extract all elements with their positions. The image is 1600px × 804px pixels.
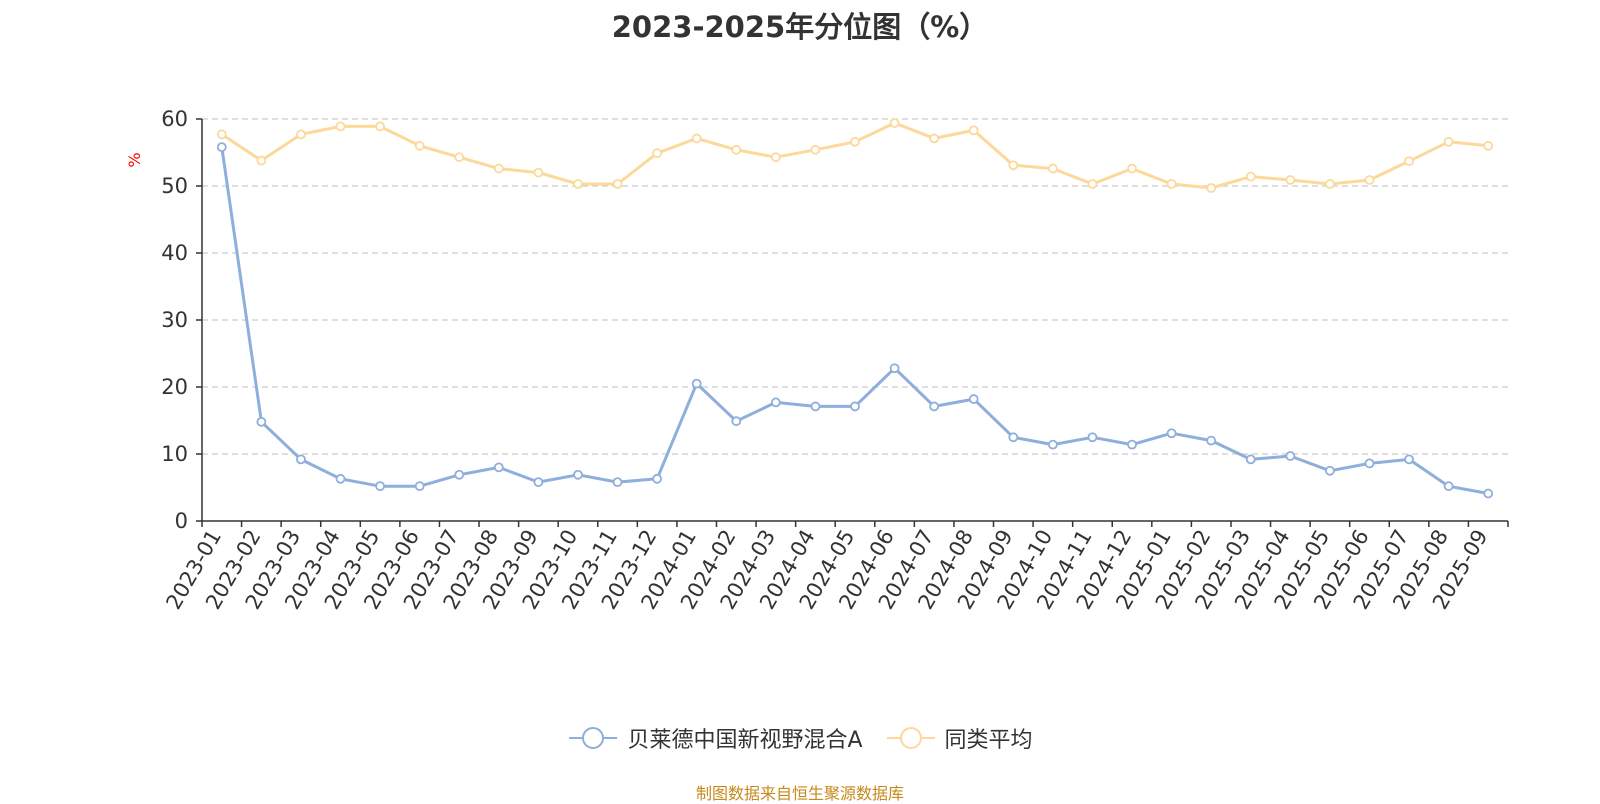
data-point[interactable] <box>1008 432 1019 443</box>
data-point[interactable] <box>810 401 821 412</box>
series-lines <box>216 118 1494 499</box>
data-point[interactable] <box>770 152 781 163</box>
data-point[interactable] <box>1008 160 1019 171</box>
data-point[interactable] <box>1245 171 1256 182</box>
data-point[interactable] <box>1443 136 1454 147</box>
data-point[interactable] <box>335 473 346 484</box>
data-point[interactable] <box>929 133 940 144</box>
data-point[interactable] <box>731 416 742 427</box>
y-tick-label: 60 <box>161 107 188 131</box>
data-point[interactable] <box>1364 458 1375 469</box>
data-point[interactable] <box>335 121 346 132</box>
source-note: 制图数据来自恒生聚源数据库 <box>695 784 904 803</box>
legend-marker-icon <box>886 727 935 749</box>
data-point[interactable] <box>375 481 385 492</box>
data-point[interactable] <box>1325 465 1335 476</box>
data-point[interactable] <box>414 140 425 151</box>
data-point[interactable] <box>375 121 385 132</box>
data-point[interactable] <box>1087 179 1098 189</box>
data-point[interactable] <box>1404 156 1414 167</box>
data-point[interactable] <box>929 401 940 412</box>
y-tick-label: 20 <box>161 375 188 399</box>
y-axis-label: % <box>125 152 144 167</box>
data-point[interactable] <box>770 397 781 408</box>
data-point[interactable] <box>573 469 583 480</box>
data-point[interactable] <box>1285 451 1296 461</box>
data-point[interactable] <box>1087 432 1098 443</box>
legend-label: 同类平均 <box>944 728 1033 753</box>
data-point[interactable] <box>493 462 504 473</box>
data-point[interactable] <box>1404 454 1414 465</box>
y-tick-label: 0 <box>175 509 188 533</box>
data-point[interactable] <box>256 416 267 427</box>
data-point[interactable] <box>296 129 306 140</box>
data-point[interactable] <box>1206 435 1217 446</box>
data-point[interactable] <box>493 163 504 174</box>
data-point[interactable] <box>533 477 544 488</box>
data-point[interactable] <box>850 401 860 412</box>
data-point[interactable] <box>810 144 821 155</box>
data-point[interactable] <box>889 363 900 374</box>
y-tick-label: 10 <box>161 442 188 466</box>
data-point[interactable] <box>612 477 623 488</box>
grid-lines <box>202 118 1508 455</box>
data-point[interactable] <box>454 469 465 480</box>
legend: 贝莱德中国新视野混合A 同类平均 <box>0 722 1600 754</box>
data-point[interactable] <box>612 179 623 189</box>
data-point[interactable] <box>1047 439 1058 450</box>
data-point[interactable] <box>216 129 227 140</box>
legend-item-series-1[interactable]: 贝莱德中国新视野混合A <box>567 722 863 754</box>
data-point[interactable] <box>889 118 900 128</box>
data-point[interactable] <box>414 481 425 492</box>
data-point[interactable] <box>1245 454 1256 465</box>
data-point[interactable] <box>1483 488 1494 499</box>
data-point[interactable] <box>1166 179 1177 189</box>
data-point[interactable] <box>850 136 860 147</box>
data-point[interactable] <box>256 155 267 166</box>
data-point[interactable] <box>1127 163 1137 174</box>
series-line-2 <box>220 121 1489 190</box>
data-point[interactable] <box>533 167 544 178</box>
data-point[interactable] <box>1206 183 1217 193</box>
chart-title: 2023-2025年分位图（%） <box>611 10 989 44</box>
data-point[interactable] <box>1127 439 1137 450</box>
data-point[interactable] <box>652 473 663 484</box>
data-point[interactable] <box>968 125 979 136</box>
data-point[interactable] <box>216 142 227 153</box>
data-point[interactable] <box>691 378 702 389</box>
data-point[interactable] <box>691 133 702 144</box>
data-point[interactable] <box>1443 481 1454 492</box>
legend-marker-icon <box>569 727 618 749</box>
legend-label: 贝莱德中国新视野混合A <box>627 728 863 753</box>
data-point[interactable] <box>296 454 306 465</box>
data-point[interactable] <box>454 152 465 163</box>
data-point[interactable] <box>1325 179 1335 189</box>
y-tick-label: 50 <box>161 174 188 198</box>
data-point[interactable] <box>573 179 583 189</box>
data-point[interactable] <box>652 148 663 159</box>
y-tick-label: 30 <box>161 308 188 332</box>
y-tick-label: 40 <box>161 241 188 265</box>
data-point[interactable] <box>968 394 979 404</box>
data-point[interactable] <box>1047 163 1058 174</box>
data-point[interactable] <box>1285 175 1296 185</box>
data-point[interactable] <box>731 144 742 155</box>
legend-item-series-2[interactable]: 同类平均 <box>885 722 1033 754</box>
data-point[interactable] <box>1364 175 1375 185</box>
data-point[interactable] <box>1483 140 1494 151</box>
data-point[interactable] <box>1166 428 1177 439</box>
